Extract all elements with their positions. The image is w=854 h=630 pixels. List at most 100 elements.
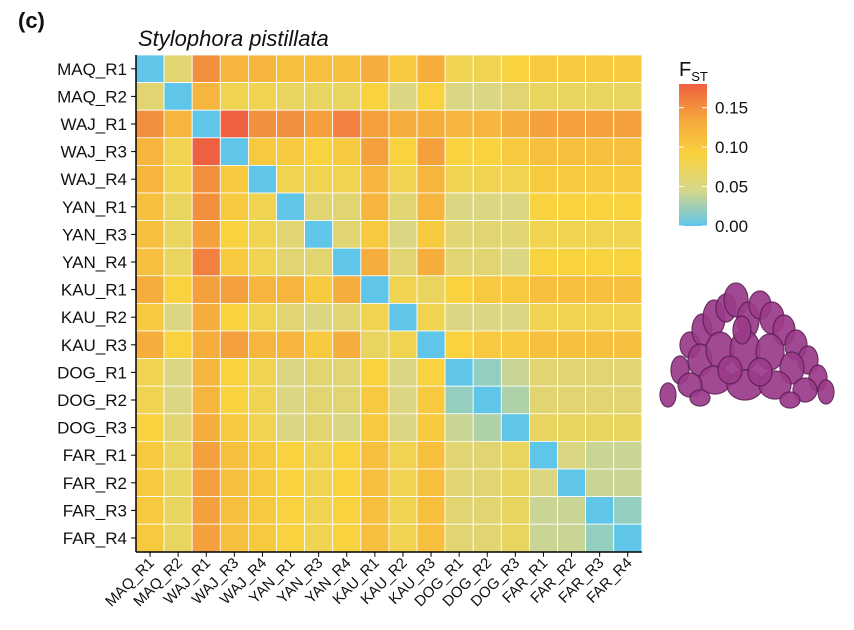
heatmap-cell — [135, 54, 165, 84]
heatmap-cell — [304, 192, 334, 222]
heatmap-cell — [613, 385, 643, 415]
heatmap-cell — [585, 164, 615, 194]
heatmap-cell — [135, 385, 165, 415]
row-label: DOG_R2 — [57, 391, 127, 410]
heatmap-cell — [557, 275, 587, 304]
heatmap-cell — [304, 302, 334, 332]
heatmap-cell — [191, 54, 221, 84]
heatmap-cell — [529, 330, 558, 360]
heatmap-cell — [416, 358, 446, 387]
heatmap-cell — [332, 468, 362, 498]
heatmap-cell — [416, 220, 446, 249]
heatmap-cell — [191, 164, 221, 194]
row-label: DOG_R3 — [57, 419, 127, 438]
heatmap-cell — [472, 247, 502, 277]
heatmap-cell — [472, 468, 502, 498]
heatmap-cell — [191, 468, 221, 498]
heatmap-cell — [529, 413, 558, 442]
heatmap-cell — [135, 109, 165, 139]
heatmap-cell — [304, 413, 334, 442]
heatmap-cell — [247, 413, 277, 442]
heatmap-cell — [388, 54, 418, 84]
heatmap-cell — [247, 385, 277, 415]
heatmap-cell — [500, 275, 530, 304]
heatmap-cell — [557, 109, 587, 139]
heatmap-cell — [472, 220, 502, 249]
heatmap-cell — [163, 247, 193, 277]
heatmap-cell — [191, 358, 221, 387]
row-label: KAU_R1 — [61, 281, 127, 300]
heatmap-cell — [613, 109, 643, 139]
heatmap-cell — [360, 54, 390, 84]
heatmap-cell — [529, 496, 558, 525]
row-label: DOG_R1 — [57, 363, 127, 382]
colorbar-tick-label: 0.15 — [715, 99, 748, 118]
heatmap-cell — [613, 468, 643, 498]
heatmap-cell — [557, 358, 587, 387]
heatmap-cell — [135, 164, 165, 194]
heatmap-cell — [472, 82, 502, 111]
heatmap-cell — [388, 496, 418, 525]
heatmap-cell — [135, 523, 165, 553]
coral-branch — [732, 315, 752, 345]
heatmap-cell — [388, 247, 418, 277]
heatmap-cell — [500, 220, 530, 249]
heatmap-cell — [613, 247, 643, 277]
heatmap-cell — [219, 82, 249, 111]
heatmap-cell — [135, 82, 165, 111]
heatmap-cell — [219, 413, 249, 442]
heatmap-cell — [360, 192, 390, 222]
heatmap-cell — [219, 164, 249, 194]
heatmap-cell — [500, 468, 530, 498]
heatmap-cell — [444, 109, 474, 139]
heatmap-cell — [557, 440, 587, 470]
heatmap-cell — [191, 109, 221, 139]
heatmap-cell — [163, 54, 193, 84]
heatmap-cell — [163, 192, 193, 222]
heatmap-cell — [332, 275, 362, 304]
heatmap-cell — [444, 192, 474, 222]
heatmap-cell — [219, 440, 249, 470]
heatmap-cell — [191, 302, 221, 332]
heatmap-cell — [472, 164, 502, 194]
heatmap-cell — [304, 330, 334, 360]
heatmap-cell — [444, 358, 474, 387]
heatmap-cell — [276, 137, 306, 166]
heatmap-cell — [388, 413, 418, 442]
heatmap-cell — [276, 220, 306, 249]
heatmap-cell — [276, 164, 306, 194]
heatmap-cell — [135, 192, 165, 222]
heatmap-cell — [557, 192, 587, 222]
heatmap-cell — [500, 523, 530, 553]
heatmap-cell — [557, 523, 587, 553]
heatmap-cell — [388, 302, 418, 332]
heatmap-cell — [613, 330, 643, 360]
heatmap-cell — [416, 275, 446, 304]
heatmap-cell — [135, 496, 165, 525]
heatmap-cell — [219, 523, 249, 553]
heatmap-cell — [444, 385, 474, 415]
heatmap-cell — [529, 440, 558, 470]
heatmap-cell — [163, 358, 193, 387]
row-label: WAJ_R4 — [61, 170, 127, 189]
heatmap-cell — [191, 330, 221, 360]
chart-title: Stylophora pistillata — [138, 26, 329, 51]
heatmap-cell — [444, 275, 474, 304]
heatmap-cell — [529, 358, 558, 387]
heatmap-cell — [332, 82, 362, 111]
heatmap-cell — [247, 496, 277, 525]
heatmap-cell — [360, 302, 390, 332]
heatmap-cell — [585, 82, 615, 111]
heatmap-cell — [276, 302, 306, 332]
heatmap-cell — [416, 192, 446, 222]
heatmap-cell — [500, 385, 530, 415]
heatmap-cell — [276, 247, 306, 277]
heatmap-cell — [500, 330, 530, 360]
heatmap-cell — [613, 358, 643, 387]
heatmap-cell — [585, 54, 615, 84]
heatmap-cell — [444, 468, 474, 498]
heatmap-cell — [472, 54, 502, 84]
heatmap-cell — [332, 330, 362, 360]
heatmap-cell — [416, 468, 446, 498]
